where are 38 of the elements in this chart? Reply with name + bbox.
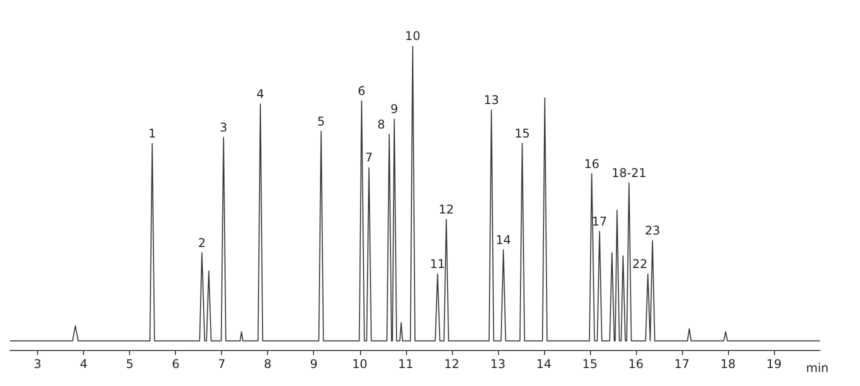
x-tick-label: 17	[674, 357, 690, 371]
annotation: 3	[220, 120, 228, 134]
x-tick-label: 9	[310, 357, 318, 371]
x-tick-label: 13	[490, 357, 506, 371]
x-tick-label: 18	[720, 357, 736, 371]
annotation: 22	[632, 257, 648, 272]
annotation: 15	[514, 126, 530, 140]
annotation: 11	[430, 257, 446, 272]
x-axis-title: min	[806, 361, 829, 375]
annotation: 1	[148, 126, 156, 140]
annotation: 12	[438, 202, 454, 216]
annotation: 6	[358, 84, 366, 98]
x-tick-label: 10	[352, 357, 368, 371]
x-tick-label: 8	[264, 357, 272, 371]
annotation: 18-21	[612, 166, 646, 180]
annotation: 10	[405, 29, 420, 44]
x-tick-label: 11	[398, 357, 414, 371]
annotation: 16	[584, 156, 600, 171]
annotation: 2	[198, 236, 206, 250]
x-tick-label: 12	[444, 357, 460, 371]
annotation: 14	[496, 232, 512, 247]
x-tick-label: 7	[218, 357, 226, 371]
annotation: 5	[317, 114, 325, 128]
annotation: 23	[644, 224, 660, 238]
x-tick-label: 5	[126, 357, 134, 371]
annotation: 13	[484, 93, 500, 108]
annotation: 8	[377, 117, 386, 132]
annotation: 4	[256, 86, 264, 101]
annotation: 9	[390, 102, 398, 116]
annotation: 7	[365, 150, 373, 165]
x-tick-label: 6	[172, 357, 180, 371]
x-tick-label: 14	[536, 357, 552, 371]
x-tick-label: 15	[582, 357, 598, 371]
x-tick-label: 16	[628, 357, 644, 371]
x-tick-label: 3	[34, 357, 42, 371]
x-tick-label: 19	[766, 357, 782, 371]
annotation: 17	[592, 214, 608, 229]
x-tick-label: 4	[80, 357, 88, 371]
